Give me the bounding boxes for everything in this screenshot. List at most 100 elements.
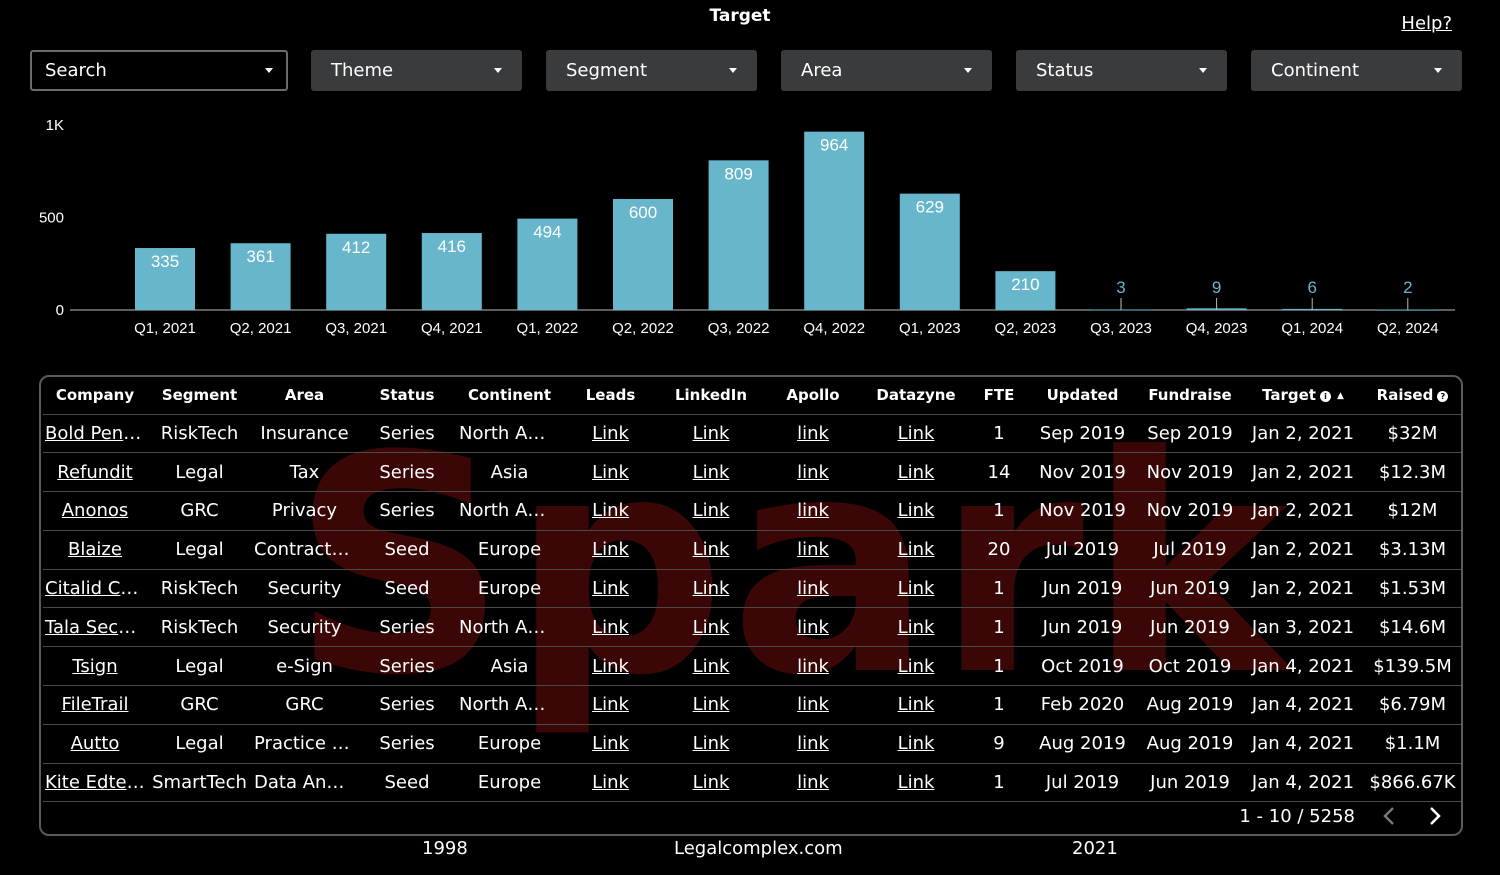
table-link[interactable]: Link [659,568,763,608]
column-header[interactable]: Area [284,386,325,405]
table-link[interactable]: link [763,491,863,531]
info-icon[interactable]: i [1319,391,1331,403]
bar [1377,309,1438,311]
bar-value-label: 9 [1212,278,1221,297]
column-header[interactable]: Continent [467,386,551,405]
column-header[interactable]: Company [55,386,135,405]
table-link[interactable]: Link [659,607,763,647]
company-link[interactable]: Tala Security [43,607,147,647]
table-link[interactable]: link [763,646,863,686]
table-link[interactable]: Link [562,413,659,453]
help-icon[interactable]: ? [1437,391,1449,403]
company-link[interactable]: Tsign [43,646,147,686]
filter-bar: Search Theme Segment Area Status Contine… [30,50,1462,91]
column-header[interactable]: LinkedIn [674,386,748,405]
table-link[interactable]: Link [562,529,659,570]
table-header-row: Company Segment Area Status Continent Le… [43,377,1461,414]
company-link[interactable]: FileTrail [43,685,147,725]
table-link[interactable]: Link [659,723,763,764]
column-header[interactable]: Segment [161,386,238,405]
column-header-raised[interactable]: Raised? [1362,377,1461,414]
table-link[interactable]: Link [562,568,659,608]
table-link[interactable]: link [763,607,863,647]
table-cell: 1 [969,491,1029,531]
column-header[interactable]: Status [379,386,435,405]
table-link[interactable]: Link [562,607,659,647]
table-link[interactable]: link [763,568,863,608]
segment-dropdown[interactable]: Segment [546,50,757,91]
table-link[interactable]: link [763,685,863,725]
table-cell: 1 [969,413,1029,453]
column-header-label: Raised [1376,386,1434,405]
y-tick-label: 500 [39,210,64,227]
bar [995,271,1056,310]
help-link[interactable]: Help? [1401,13,1452,34]
table-cell: 1 [969,568,1029,608]
table-link[interactable]: Link [562,762,659,803]
company-link[interactable]: Anonos [43,491,147,531]
table-link[interactable]: Link [863,491,969,531]
column-header[interactable]: Fundraise [1148,386,1232,405]
table-link[interactable]: Link [659,646,763,686]
table-cell: Aug 2019 [1029,723,1136,764]
continent-dropdown[interactable]: Continent [1251,50,1462,91]
table-cell: Jun 2019 [1029,607,1136,647]
table-link[interactable]: Link [863,762,969,803]
table-link[interactable]: link [763,413,863,453]
table-link[interactable]: Link [863,568,969,608]
table-link[interactable]: Link [562,646,659,686]
column-header[interactable]: FTE [983,386,1015,405]
table-cell: Data Analytics [252,762,357,803]
column-header[interactable]: Leads [585,386,636,405]
column-header[interactable]: Apollo [786,386,840,405]
table-link[interactable]: Link [562,723,659,764]
table-link[interactable]: link [763,723,863,764]
company-link[interactable]: Refundit [43,452,147,492]
sort-ascending-icon[interactable]: ▲ [1336,391,1344,402]
company-link[interactable]: Kite Edtech [43,762,147,803]
table-link[interactable]: Link [562,685,659,725]
table-link[interactable]: Link [659,413,763,453]
table-link[interactable]: Link [863,607,969,647]
table-link[interactable]: Link [659,452,763,492]
company-link[interactable]: Bold Penguin [43,413,147,453]
table-link[interactable]: Link [863,529,969,570]
company-link[interactable]: Blaize [43,529,147,570]
table-link[interactable]: Link [863,685,969,725]
column-header[interactable]: Datazyne [876,386,956,405]
table-link[interactable]: Link [659,529,763,570]
table-link[interactable]: Link [863,723,969,764]
table-link[interactable]: link [763,762,863,803]
table-cell: SmartTech [147,762,252,803]
table-cell: Jul 2019 [1029,529,1136,570]
company-link[interactable]: Citalid Cybersecurity [43,568,147,608]
table-link[interactable]: Link [659,762,763,803]
table-link[interactable]: link [763,452,863,492]
table-link[interactable]: link [763,529,863,570]
table-link[interactable]: Link [863,413,969,453]
previous-page-button[interactable] [1377,804,1401,828]
theme-dropdown[interactable]: Theme [311,50,522,91]
pagination: 1 - 10 / 5258 [1239,804,1447,828]
next-page-button[interactable] [1423,804,1447,828]
bar-value-label: 964 [820,136,848,155]
table-link[interactable]: Link [659,491,763,531]
area-dropdown[interactable]: Area [781,50,992,91]
status-dropdown[interactable]: Status [1016,50,1227,91]
search-dropdown-label: Search [45,60,107,81]
table-link[interactable]: Link [863,452,969,492]
table-cell: Jan 2, 2021 [1244,452,1362,492]
company-link[interactable]: Autto [43,723,147,764]
table-link[interactable]: Link [863,646,969,686]
column-header[interactable]: Updated [1046,386,1119,405]
table-link[interactable]: Link [562,491,659,531]
chevron-down-icon [729,68,737,73]
search-dropdown[interactable]: Search [30,50,288,91]
column-header-target[interactable]: Target i ▲ [1244,377,1362,414]
table-link[interactable]: Link [562,452,659,492]
table-link[interactable]: Link [659,685,763,725]
table-cell: Nov 2019 [1029,491,1136,531]
table-row: Citalid CybersecurityRiskTechSecuritySee… [43,568,1461,608]
